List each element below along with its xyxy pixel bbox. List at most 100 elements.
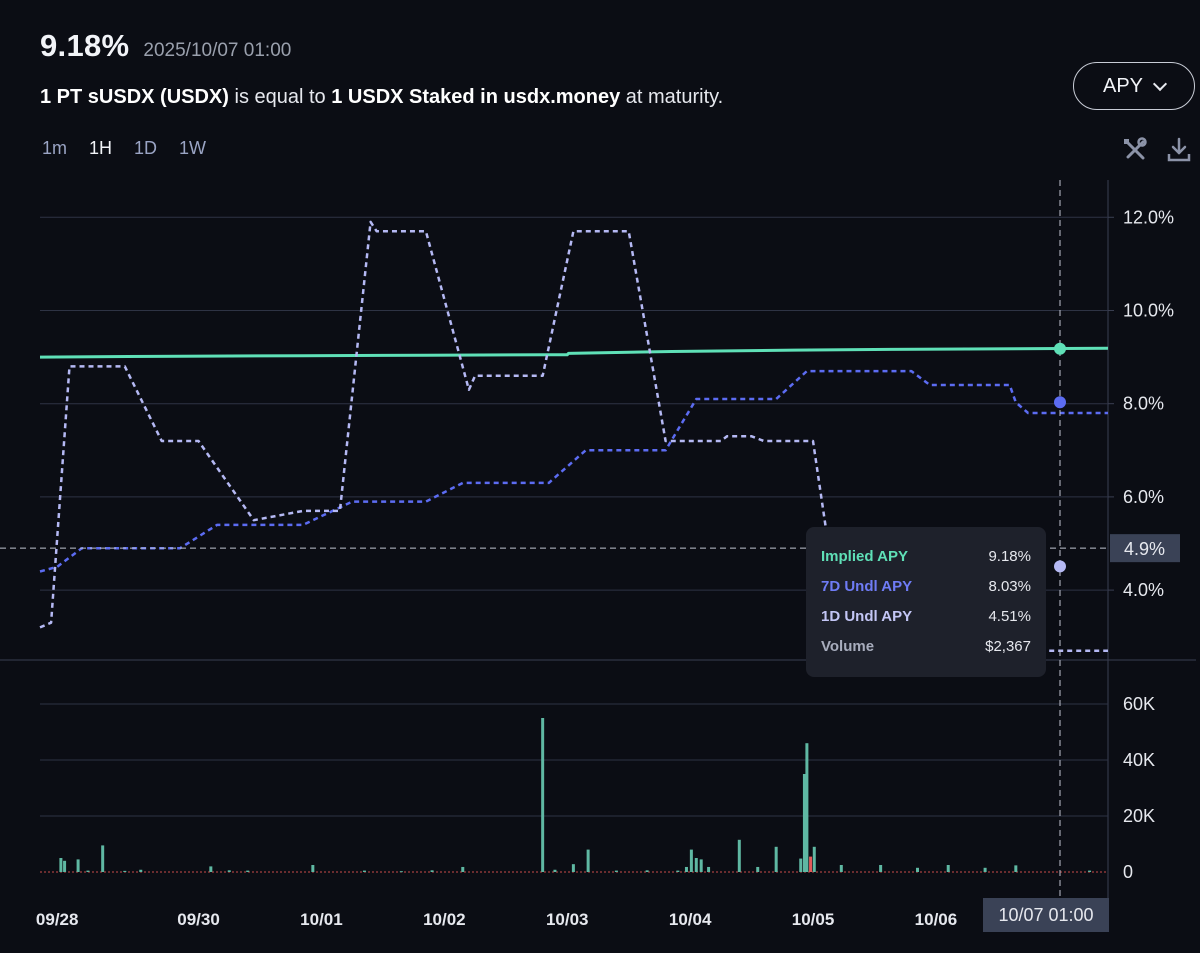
volume-bar	[209, 866, 213, 872]
tooltip-label-7d: 7D Undl APY	[821, 577, 913, 595]
desc-connector: is equal to	[228, 86, 332, 108]
volume-bar	[805, 743, 809, 872]
pt-token-name: 1 PT sUSDX (USDX)	[40, 86, 229, 108]
volume-bar	[430, 870, 434, 872]
tooltip-row-implied: Implied APY 9.18%	[821, 541, 1031, 571]
volume-bar	[756, 866, 760, 872]
tooltip-value-1d: 4.51%	[988, 607, 1031, 625]
tools-icon[interactable]	[1121, 136, 1149, 164]
underlying-asset-name: 1 USDX Staked in usdx.money	[331, 86, 621, 108]
volume-bar	[689, 849, 693, 872]
volume-bar	[684, 866, 688, 872]
crosshair-x-label: 10/07 01:00	[998, 905, 1093, 925]
volume-bar	[586, 849, 590, 872]
volume-bar	[614, 870, 618, 872]
tooltip-label-1d: 1D Undl APY	[821, 607, 913, 625]
volume-bar	[707, 866, 711, 872]
interval-selector: 1m 1H 1D 1W	[42, 138, 206, 159]
volume-bar	[553, 869, 557, 872]
interval-1d[interactable]: 1D	[134, 138, 158, 158]
volume-tick-label: 0	[1123, 862, 1133, 882]
headline: 9.18% 2025/10/07 01:00	[40, 28, 291, 64]
volume-bar	[362, 870, 366, 872]
volume-bar	[399, 871, 403, 873]
volume-bar	[76, 859, 80, 872]
tooltip-row-7d: 7D Undl APY 8.03%	[821, 571, 1031, 601]
volume-bar	[101, 845, 105, 872]
volume-bar	[86, 870, 90, 872]
implied-apy-line	[39, 346, 1109, 359]
volume-bar	[983, 867, 987, 872]
metric-select-dropdown[interactable]: APY	[1073, 62, 1195, 110]
volume-tick-label: 60K	[1123, 694, 1155, 714]
tooltip-value-volume: $2,367	[985, 637, 1031, 655]
volume-bar	[812, 846, 816, 872]
volume-tick-label: 20K	[1123, 806, 1155, 826]
volume-y-axis: 0 20K 40K 60K	[1123, 694, 1155, 882]
volume-bar	[1088, 870, 1092, 872]
tooltip-label-implied: Implied APY	[821, 547, 908, 565]
undl-1d-dot	[1054, 560, 1066, 573]
volume-bar	[571, 864, 575, 872]
volume-bar	[123, 870, 127, 872]
x-tick-label: 10/03	[546, 910, 589, 929]
download-icon[interactable]	[1165, 136, 1193, 164]
apy-tick-label: 12.0%	[1123, 207, 1174, 227]
x-axis: 09/28 09/30 10/01 10/02 10/03 10/04 10/05 10/06…	[36, 898, 1109, 932]
volume-bar	[227, 870, 231, 872]
interval-1w[interactable]: 1W	[179, 138, 207, 158]
volume-bar	[311, 865, 315, 872]
crosshair-x-label-bg	[983, 898, 1109, 932]
volume-bar	[699, 859, 703, 872]
tooltip-label-volume: Volume	[821, 637, 875, 655]
tooltip-value-7d: 8.03%	[988, 577, 1031, 595]
interval-1h[interactable]: 1H	[89, 138, 113, 158]
undl-1d-apy-line	[39, 220, 1108, 652]
apy-tick-label: 8.0%	[1123, 394, 1164, 414]
y-axis: 4.0% 6.0% 8.0% 10.0% 12.0%	[1108, 207, 1174, 600]
volume-bar	[541, 718, 545, 872]
maturity-description: 1 PT sUSDX (USDX) is equal to 1 USDX Sta…	[40, 86, 723, 109]
volume-bar	[645, 870, 649, 872]
apy-tick-label: 6.0%	[1123, 487, 1164, 507]
volume-bar	[694, 858, 698, 872]
volume-bars	[59, 718, 1092, 873]
x-tick-label: 10/04	[669, 910, 712, 929]
volume-bar	[839, 865, 843, 872]
volume-bar	[59, 858, 63, 872]
volume-bar	[461, 866, 465, 872]
volume-bar	[1014, 865, 1018, 872]
volume-bar	[774, 846, 778, 872]
x-tick-label: 10/06	[915, 910, 958, 929]
x-tick-label: 09/28	[36, 910, 79, 929]
volume-bar	[879, 865, 883, 872]
x-tick-label: 10/02	[423, 910, 466, 929]
volume-bar	[246, 870, 250, 872]
volume-bar	[946, 865, 950, 872]
volume-bar	[737, 839, 741, 872]
apy-tick-label: 4.0%	[1123, 580, 1164, 600]
interval-1m[interactable]: 1m	[42, 138, 68, 158]
apy-series-lines	[39, 220, 1109, 652]
metric-select-label: APY	[1102, 74, 1144, 97]
x-tick-label: 10/01	[300, 910, 343, 929]
undl-7d-dot	[1054, 396, 1066, 409]
tooltip-row-1d: 1D Undl APY 4.51%	[821, 601, 1031, 631]
x-tick-label: 10/05	[792, 910, 835, 929]
apy-tick-label: 10.0%	[1123, 300, 1174, 320]
volume-tick-label: 40K	[1123, 750, 1155, 770]
crosshair-y-label-bg	[1110, 534, 1180, 563]
volume-bar	[799, 858, 803, 872]
x-tick-label: 09/30	[177, 910, 220, 929]
desc-suffix: at maturity.	[620, 86, 724, 108]
implied-apy-dot	[1054, 342, 1066, 355]
tooltip-row-volume: Volume $2,367	[821, 631, 1031, 661]
crosshair: 4.9%	[0, 180, 1180, 900]
volume-bar	[916, 867, 920, 872]
volume-bar	[139, 869, 143, 872]
hover-tooltip: Implied APY 9.18% 7D Undl APY 8.03% 1D U…	[806, 527, 1046, 677]
volume-bar	[802, 774, 806, 872]
volume-bar	[676, 870, 680, 872]
current-timestamp: 2025/10/07 01:00	[143, 40, 292, 61]
